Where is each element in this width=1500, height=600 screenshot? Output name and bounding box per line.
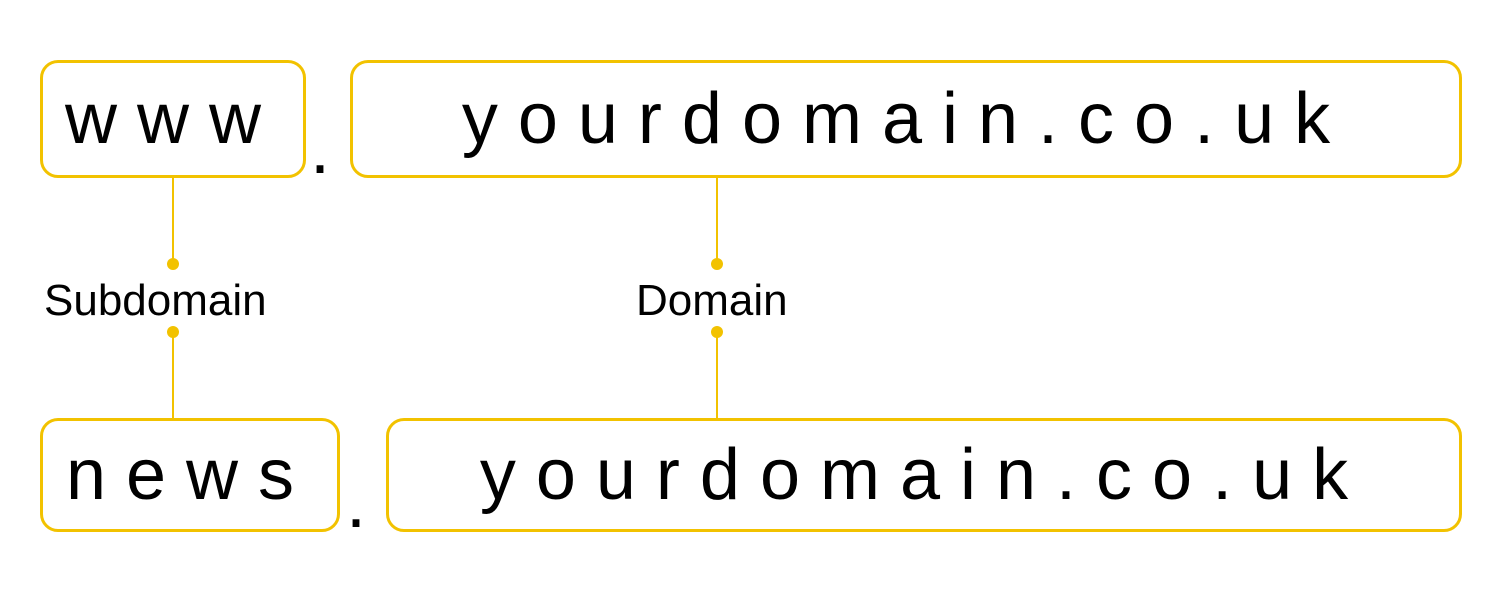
separator-dot-top: . xyxy=(310,113,350,185)
connector-dot-domain-top xyxy=(711,258,723,270)
domain-box-top: yourdomain.co.uk xyxy=(350,60,1462,178)
subdomain-box-bottom: news xyxy=(40,418,340,532)
domain-text-top: yourdomain.co.uk xyxy=(462,78,1350,160)
separator-dot-bottom: . xyxy=(346,467,386,539)
connector-domain-top xyxy=(716,178,718,264)
subdomain-label: Subdomain xyxy=(44,276,267,326)
subdomain-text-top: www xyxy=(65,78,281,160)
domain-box-bottom: yourdomain.co.uk xyxy=(386,418,1462,532)
domain-text-bottom: yourdomain.co.uk xyxy=(480,434,1368,516)
connector-domain-bottom xyxy=(716,332,718,418)
connector-dot-subdomain-bottom xyxy=(167,326,179,338)
diagram-stage: www . yourdomain.co.uk Subdomain Domain … xyxy=(0,0,1500,600)
subdomain-box-top: www xyxy=(40,60,306,178)
connector-dot-subdomain-top xyxy=(167,258,179,270)
domain-label: Domain xyxy=(636,276,788,326)
connector-subdomain-bottom xyxy=(172,332,174,418)
subdomain-text-bottom: news xyxy=(66,434,314,516)
connector-dot-domain-bottom xyxy=(711,326,723,338)
connector-subdomain-top xyxy=(172,178,174,264)
